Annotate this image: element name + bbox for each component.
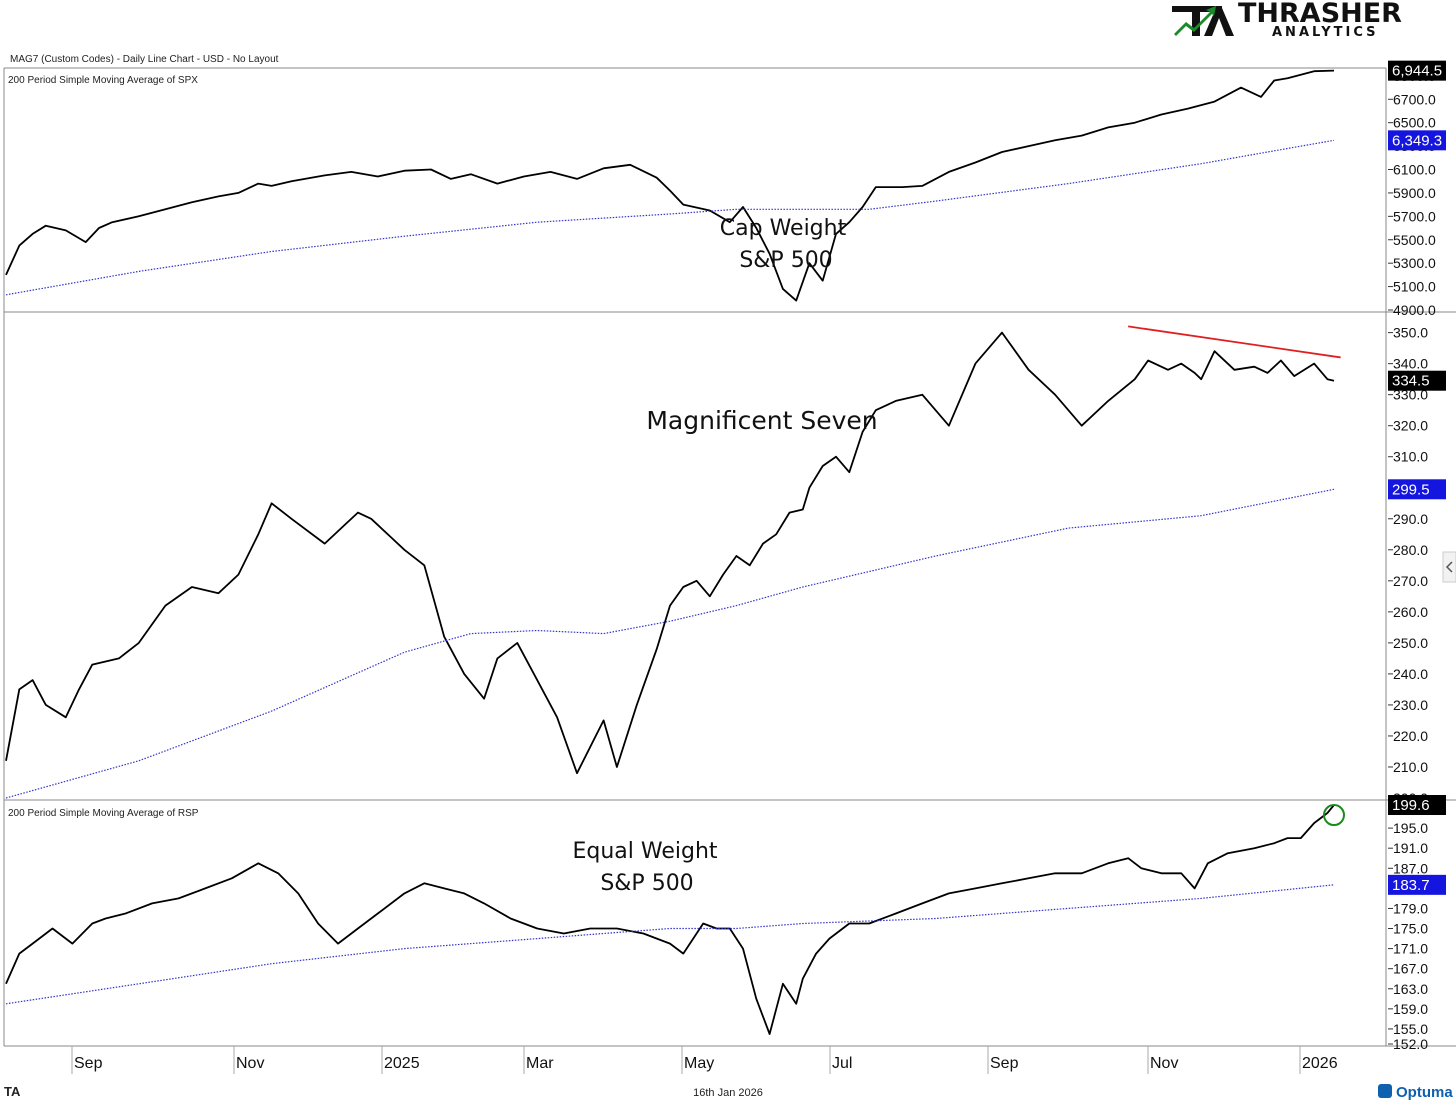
y-tick-label: 152.0 <box>1393 1036 1428 1052</box>
y-tick-label: 5100.0 <box>1393 279 1436 295</box>
footer-ta-mark: TA <box>4 1084 21 1099</box>
annotation-equal-weight: Equal Weight <box>572 839 717 864</box>
panel-cap-weight: 4900.0 5100.0 5300.0 5500.0 5700.0 5900.0 6100… <box>5 60 1446 318</box>
y-tick-label: 5700.0 <box>1393 208 1436 224</box>
y-tick-label: 4900.0 <box>1393 302 1436 318</box>
annotation-cap-weight: Cap Weight <box>720 216 847 241</box>
sma-value-tag: 183.7 <box>1392 877 1430 894</box>
y-tick-label: 5900.0 <box>1393 185 1436 201</box>
logo-sub-text: ANALYTICS <box>1272 25 1379 40</box>
y-tick-label: 220.0 <box>1393 728 1428 744</box>
price-line <box>5 331 1335 775</box>
price-line <box>5 69 1335 302</box>
optuma-text: Optuma <box>1396 1084 1453 1100</box>
y-tick-label: 250.0 <box>1393 635 1428 651</box>
sma-value-tag: 6,349.3 <box>1392 132 1442 149</box>
x-tick-label: 2025 <box>384 1055 420 1072</box>
optuma-icon <box>1378 1084 1392 1098</box>
y-tick-label: 5300.0 <box>1393 255 1436 271</box>
y-tick-label: 240.0 <box>1393 666 1428 682</box>
x-axis: Sep Nov 2025 Mar May Jul Sep Nov 2026 <box>71 1046 1338 1074</box>
chart-title: MAG7 (Custom Codes) - Daily Line Chart -… <box>10 54 279 65</box>
y-tick-label: 171.0 <box>1393 941 1428 957</box>
last-value-tag-box <box>1388 795 1446 816</box>
annotation-sp500-bottom: S&P 500 <box>600 871 693 896</box>
x-tick-label: Sep <box>990 1055 1019 1072</box>
sma-200-line <box>5 139 1335 296</box>
y-tick-label: 340.0 <box>1393 356 1428 372</box>
last-value-tag-box <box>1388 370 1446 391</box>
y-tick-label: 179.0 <box>1393 900 1428 916</box>
collapse-handle-box[interactable] <box>1442 551 1456 583</box>
panel-magnificent-seven: 200.0210.0220.0230.0240.0250.0260.0270.0… <box>5 325 1446 806</box>
top-panel-title: 200 Period Simple Moving Average of SPX <box>8 75 198 86</box>
price-line <box>5 804 1335 1035</box>
x-tick-label: Sep <box>74 1055 103 1072</box>
y-tick-label: 270.0 <box>1393 573 1428 589</box>
annotation-magnificent-seven: Magnificent Seven <box>646 406 877 435</box>
panel-collapse-handle[interactable] <box>1442 551 1456 583</box>
last-value-tag: 334.5 <box>1392 373 1430 390</box>
y-tick-label: 163.0 <box>1393 981 1428 997</box>
resistance-trendline <box>1128 325 1341 359</box>
ta-logo-icon <box>1172 6 1234 36</box>
x-tick-label: Nov <box>1150 1055 1178 1072</box>
x-tick-label: Nov <box>236 1055 264 1072</box>
x-tick-label: Jul <box>832 1055 852 1072</box>
y-tick-label: 191.0 <box>1393 840 1428 856</box>
highlight-circle <box>1323 804 1345 827</box>
y-tick-label: 350.0 <box>1393 325 1428 341</box>
last-value-tag: 199.6 <box>1392 797 1430 814</box>
x-tick-label: 2026 <box>1302 1055 1338 1072</box>
sma-value-tag-box <box>1388 130 1446 151</box>
y-tick-label: 260.0 <box>1393 604 1428 620</box>
last-value-tag-box <box>1388 60 1446 81</box>
y-tick-label: 320.0 <box>1393 418 1428 434</box>
thrasher-logo: THRASHER ANALYTICS <box>1172 0 1402 40</box>
y-tick-label: 195.0 <box>1393 820 1428 836</box>
y-tick-label: 6100.0 <box>1393 162 1436 178</box>
y-tick-label: 280.0 <box>1393 542 1428 558</box>
y-tick-label: 167.0 <box>1393 961 1428 977</box>
y-tick-label: 6500.0 <box>1393 115 1436 131</box>
footer-date: 16th Jan 2026 <box>693 1087 763 1099</box>
last-value-tag: 6,944.5 <box>1392 63 1442 80</box>
y-tick-label: 6700.0 <box>1393 91 1436 107</box>
logo-main-text: THRASHER <box>1238 0 1402 29</box>
sma-value-tag-box <box>1388 874 1446 895</box>
y-tick-label: 159.0 <box>1393 1001 1428 1017</box>
y-tick-label: 5500.0 <box>1393 232 1436 248</box>
sma-value-tag: 299.5 <box>1392 481 1430 498</box>
y-tick-label: 310.0 <box>1393 449 1428 465</box>
annotation-sp500-top: S&P 500 <box>739 248 832 273</box>
y-tick-label: 210.0 <box>1393 759 1428 775</box>
y-tick-label: 155.0 <box>1393 1021 1428 1037</box>
y-tick-label: 290.0 <box>1393 511 1428 527</box>
bottom-panel-title: 200 Period Simple Moving Average of RSP <box>8 808 199 819</box>
sma-value-tag-box <box>1388 479 1446 500</box>
y-tick-label: 230.0 <box>1393 697 1428 713</box>
chevron-left-icon[interactable] <box>1445 561 1453 573</box>
optuma-logo: Optuma <box>1378 1084 1453 1100</box>
sma-200-line <box>5 488 1335 799</box>
y-tick-label: 187.0 <box>1393 860 1428 876</box>
y-tick-label: 175.0 <box>1393 921 1428 937</box>
x-tick-label: May <box>684 1055 714 1072</box>
x-tick-label: Mar <box>526 1055 554 1072</box>
